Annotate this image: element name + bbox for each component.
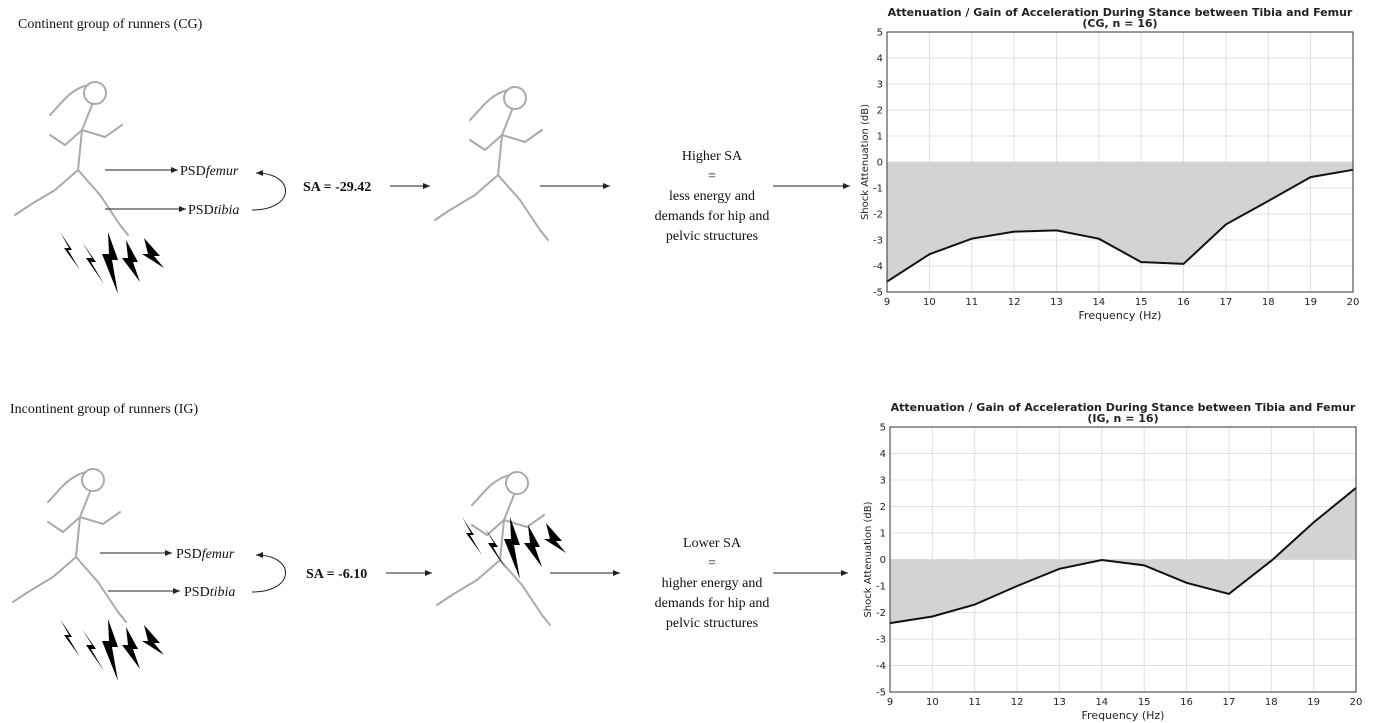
y-axis-label: Shock Attenuation (dB) <box>860 104 871 220</box>
y-tick-label: 4 <box>877 54 883 65</box>
psd-tibia: PSDtibia <box>184 585 235 600</box>
outcome-line: pelvic structures <box>666 229 758 244</box>
runner-icon <box>15 82 128 235</box>
chart-subtitle: (CG, n = 16) <box>1082 17 1157 30</box>
figure: Continent group of runners (CG) PSDfemur… <box>0 0 1375 723</box>
y-tick-label: -4 <box>876 661 886 672</box>
outcome-line: Higher SA <box>682 149 743 164</box>
impact-icon <box>462 517 566 579</box>
x-axis-label: Frequency (Hz) <box>1082 709 1165 722</box>
y-tick-label: -2 <box>873 210 883 221</box>
x-tick-label: 10 <box>926 697 939 708</box>
bracket-arrow <box>252 555 286 592</box>
x-tick-label: 18 <box>1265 697 1278 708</box>
x-tick-label: 16 <box>1177 297 1190 308</box>
psd: PSD <box>180 164 206 179</box>
x-axis-label: Frequency (Hz) <box>1079 309 1162 322</box>
x-tick-label: 9 <box>887 697 893 708</box>
y-tick-label: -1 <box>873 184 883 195</box>
x-tick-label: 14 <box>1095 697 1108 708</box>
y-tick-label: 0 <box>880 555 886 566</box>
panel-body: PSDfemur PSDtibia SA = -6.10 <box>13 469 848 681</box>
y-tick-label: 2 <box>880 502 886 513</box>
outcome: Higher SA = less energy and demands for hip… <box>655 149 770 244</box>
runner-icon <box>13 469 126 622</box>
panel-ig: Incontinent group of runners (IG) PSDfem… <box>10 402 848 681</box>
psd-femur: PSDfemur <box>176 547 235 562</box>
chart-subtitle: (IG, n = 16) <box>1087 412 1158 425</box>
psd-sub: femur <box>206 164 239 179</box>
y-tick-label: 5 <box>877 28 883 39</box>
outcome-line: demands for hip and <box>655 596 770 611</box>
impact-icon <box>60 232 164 294</box>
y-tick-label: 1 <box>877 132 883 143</box>
psd-sub: tibia <box>210 585 236 600</box>
outcome-line: demands for hip and <box>655 209 770 224</box>
y-tick-label: -3 <box>876 635 886 646</box>
x-tick-label: 10 <box>923 297 936 308</box>
x-tick-label: 17 <box>1220 297 1233 308</box>
x-tick-label: 19 <box>1304 297 1317 308</box>
x-tick-label: 11 <box>968 697 981 708</box>
chart: Attenuation / Gain of Acceleration Durin… <box>863 401 1362 722</box>
y-tick-label: 0 <box>877 158 883 169</box>
x-tick-label: 20 <box>1350 697 1363 708</box>
x-tick-label: 15 <box>1138 697 1151 708</box>
psd: PSD <box>188 203 214 218</box>
outcome: Lower SA = higher energy and demands for hi… <box>655 536 770 631</box>
x-tick-label: 18 <box>1262 297 1275 308</box>
y-tick-label: -5 <box>876 688 886 699</box>
y-tick-label: 3 <box>877 80 883 91</box>
y-axis-label: Shock Attenuation (dB) <box>863 501 874 617</box>
x-tick-label: 13 <box>1053 697 1066 708</box>
psd-tibia: PSDtibia <box>188 203 239 218</box>
chart: Attenuation / Gain of Acceleration Durin… <box>860 6 1359 322</box>
x-tick-label: 16 <box>1180 697 1193 708</box>
outcome-line: less energy and <box>669 189 755 204</box>
y-tick-label: -5 <box>873 288 883 299</box>
outcome-line: Lower SA <box>683 536 742 551</box>
x-tick-label: 14 <box>1092 297 1105 308</box>
x-tick-label: 12 <box>1011 697 1024 708</box>
y-tick-label: -3 <box>873 236 883 247</box>
panel-cg: Continent group of runners (CG) PSDfemur… <box>15 17 850 294</box>
impact-icon <box>60 619 164 681</box>
psd: PSD <box>184 585 210 600</box>
sa-value: SA = -29.42 <box>303 180 371 195</box>
psd-sub: femur <box>202 547 235 562</box>
bracket-arrow <box>252 173 286 210</box>
runner-icon <box>435 87 548 240</box>
sa-value: SA = -6.10 <box>306 567 367 582</box>
outcome-line: higher energy and <box>662 576 763 591</box>
y-tick-label: -4 <box>873 262 883 273</box>
group-label: Incontinent group of runners (IG) <box>10 402 199 417</box>
y-tick-label: -2 <box>876 608 886 619</box>
y-tick-label: 4 <box>880 449 886 460</box>
x-tick-label: 17 <box>1223 697 1236 708</box>
outcome-line: = <box>708 556 716 571</box>
x-tick-label: 19 <box>1307 697 1320 708</box>
y-tick-label: 3 <box>880 476 886 487</box>
y-tick-label: -1 <box>876 582 886 593</box>
x-tick-label: 11 <box>965 297 978 308</box>
psd: PSD <box>176 547 202 562</box>
outcome-line: = <box>708 169 716 184</box>
x-tick-label: 9 <box>884 297 890 308</box>
outcome-line: pelvic structures <box>666 616 758 631</box>
x-tick-label: 12 <box>1008 297 1021 308</box>
x-tick-label: 13 <box>1050 297 1063 308</box>
y-tick-label: 1 <box>880 529 886 540</box>
x-tick-label: 20 <box>1347 297 1360 308</box>
y-tick-label: 2 <box>877 106 883 117</box>
y-tick-label: 5 <box>880 423 886 434</box>
psd-sub: tibia <box>214 203 240 218</box>
psd-femur: PSDfemur <box>180 164 239 179</box>
group-label: Continent group of runners (CG) <box>18 17 203 32</box>
x-tick-label: 15 <box>1135 297 1148 308</box>
